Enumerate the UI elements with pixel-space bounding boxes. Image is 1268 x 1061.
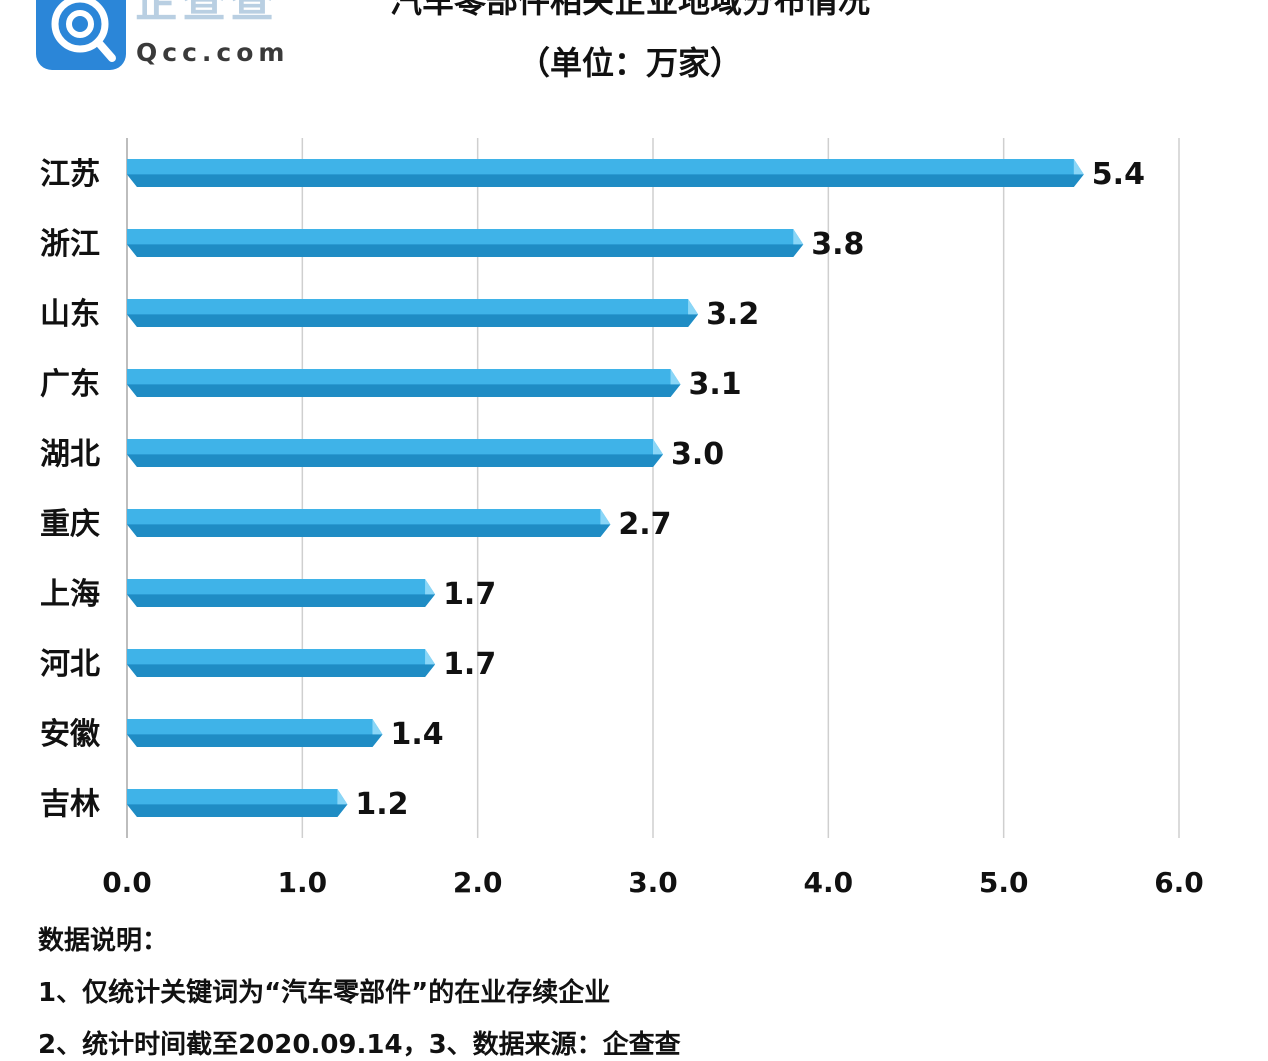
chart-subtitle: （单位：万家） bbox=[517, 44, 742, 82]
bar-shadow bbox=[127, 524, 611, 537]
value-label: 5.4 bbox=[1092, 157, 1145, 192]
value-label: 1.4 bbox=[390, 717, 443, 752]
x-tick-label: 1.0 bbox=[278, 866, 328, 899]
bar-facet bbox=[1073, 159, 1084, 175]
value-label: 1.7 bbox=[443, 647, 496, 682]
value-label: 1.2 bbox=[355, 787, 408, 822]
category-label: 重庆 bbox=[40, 507, 100, 542]
notes-line-2: 2、统计时间截至2020.09.14，3、数据来源：企查查 bbox=[38, 1030, 681, 1060]
bar-facet bbox=[670, 369, 681, 385]
x-tick-label: 4.0 bbox=[804, 866, 854, 899]
x-tick-label: 2.0 bbox=[453, 866, 503, 899]
value-label: 3.0 bbox=[671, 437, 724, 472]
bar-shadow bbox=[127, 804, 348, 817]
bar-facet bbox=[600, 509, 611, 525]
bar-shadow bbox=[127, 594, 436, 607]
category-label: 上海 bbox=[40, 577, 100, 612]
notes-line-1: 1、仅统计关键词为“汽车零部件”的在业存续企业 bbox=[38, 978, 611, 1008]
bar-facet bbox=[653, 439, 663, 455]
bar-shadow bbox=[127, 314, 699, 327]
bar-shadow bbox=[127, 174, 1084, 187]
logo-text-cn: 企查查 bbox=[134, 0, 278, 27]
value-label: 1.7 bbox=[443, 577, 496, 612]
x-tick-label: 5.0 bbox=[979, 866, 1029, 899]
category-label: 河北 bbox=[40, 647, 100, 682]
notes-heading: 数据说明： bbox=[38, 926, 169, 956]
bar-shadow bbox=[127, 734, 383, 747]
bar-facet bbox=[372, 719, 383, 735]
category-label: 广东 bbox=[40, 367, 100, 402]
category-label: 浙江 bbox=[40, 227, 100, 262]
category-label: 湖北 bbox=[40, 437, 100, 472]
value-label: 3.1 bbox=[689, 367, 742, 402]
category-label: 山东 bbox=[40, 297, 100, 332]
bar-shadow bbox=[127, 384, 681, 397]
logo-text-en: Qcc.com bbox=[136, 38, 290, 67]
x-tick-label: 6.0 bbox=[1154, 866, 1204, 899]
bar-facet bbox=[425, 649, 436, 665]
value-label: 3.8 bbox=[811, 227, 864, 262]
bar-shadow bbox=[127, 454, 663, 467]
value-label: 3.2 bbox=[706, 297, 759, 332]
bar-facet bbox=[337, 789, 348, 805]
category-label: 安徽 bbox=[40, 717, 101, 752]
qcc-logo-icon bbox=[36, 0, 126, 70]
x-tick-label: 3.0 bbox=[628, 866, 678, 899]
bar-facet bbox=[688, 299, 699, 315]
x-tick-label: 0.0 bbox=[102, 866, 152, 899]
category-label: 江苏 bbox=[40, 157, 100, 192]
bar-facet bbox=[425, 579, 436, 595]
value-label: 2.7 bbox=[618, 507, 671, 542]
chart-title: 汽车零部件相关企业地域分布情况 bbox=[389, 0, 870, 20]
category-label: 吉林 bbox=[40, 787, 100, 822]
bar-chart: 0.0 1.0 2.0 3.0 4.0 5.0 6.0 江苏 5.4 浙江 3.8 山东 3.2 广东 3.… bbox=[40, 138, 1204, 899]
bar-facet bbox=[793, 229, 804, 245]
bar-shadow bbox=[127, 244, 804, 257]
bar-shadow bbox=[127, 664, 436, 677]
